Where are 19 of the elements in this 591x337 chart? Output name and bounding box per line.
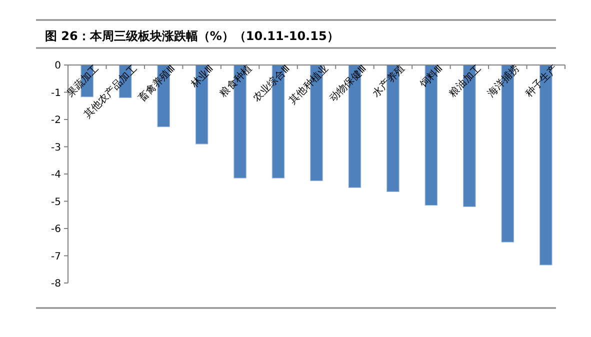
y-tick-label: 0 [54, 60, 61, 72]
x-tick-label: 林业Ⅲ [188, 62, 216, 91]
x-tick-label: 种子生产 [523, 62, 560, 100]
x-tick-label: 粮油加工 [446, 62, 484, 100]
x-tick-label: 粮食种植 [217, 62, 254, 100]
y-tick-label: -6 [51, 224, 61, 235]
y-tick-label: -2 [51, 115, 61, 126]
x-tick-label: 动物保健Ⅲ [328, 63, 369, 104]
chart-title: 图 26：本周三级板块涨跌幅（%）（10.11-10.15） [45, 29, 339, 43]
x-tick-label: 海洋捕捞 [485, 62, 522, 100]
y-tick-label: -3 [51, 142, 61, 154]
y-tick-label: -8 [51, 278, 61, 290]
y-tick-label: -7 [51, 251, 61, 262]
y-tick-label: -5 [51, 196, 61, 208]
y-tick-label: -4 [51, 170, 61, 180]
y-tick-label: -1 [51, 88, 61, 99]
x-tick-label: 畜禽养殖Ⅲ [136, 62, 178, 104]
x-tick-label: 饲料Ⅲ [417, 62, 446, 91]
x-tick-label: 水产养殖 [370, 62, 408, 100]
